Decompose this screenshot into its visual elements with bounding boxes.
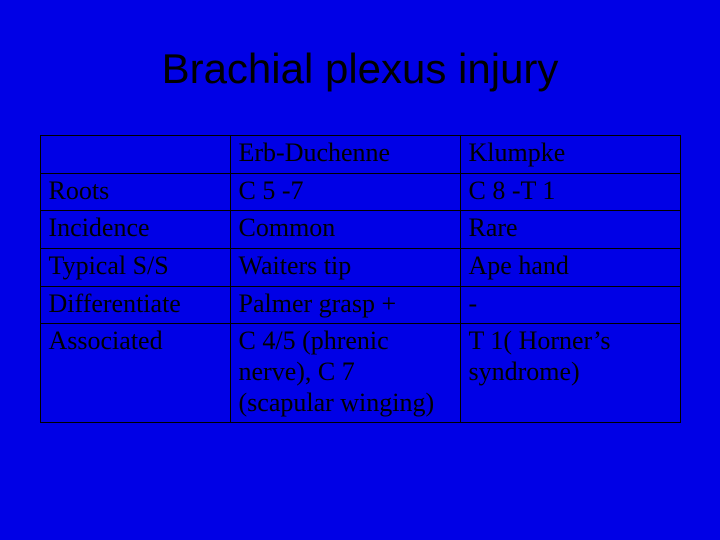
cell-r4c2: -: [460, 286, 680, 324]
cell-r3c0: Typical S/S: [40, 249, 230, 287]
slide: Brachial plexus injury Erb-Duchenne Klum…: [0, 0, 720, 540]
cell-r0c0: [40, 136, 230, 174]
cell-r2c1: Common: [230, 211, 460, 249]
table-row: Differentiate Palmer grasp + -: [40, 286, 680, 324]
cell-r1c1: C 5 -7: [230, 173, 460, 211]
comparison-table: Erb-Duchenne Klumpke Roots C 5 -7 C 8 -T…: [40, 135, 681, 423]
table-row: Roots C 5 -7 C 8 -T 1: [40, 173, 680, 211]
cell-r4c0: Differentiate: [40, 286, 230, 324]
cell-r5c0: Associated: [40, 324, 230, 423]
cell-r5c2: T 1( Horner’s syndrome): [460, 324, 680, 423]
table-row: Erb-Duchenne Klumpke: [40, 136, 680, 174]
cell-r3c1: Waiters tip: [230, 249, 460, 287]
table-row: Associated C 4/5 (phrenic nerve), C 7 (s…: [40, 324, 680, 423]
cell-r4c1: Palmer grasp +: [230, 286, 460, 324]
cell-r0c1: Erb-Duchenne: [230, 136, 460, 174]
table-row: Incidence Common Rare: [40, 211, 680, 249]
cell-r2c0: Incidence: [40, 211, 230, 249]
slide-title: Brachial plexus injury: [30, 45, 690, 93]
cell-r5c1: C 4/5 (phrenic nerve), C 7 (scapular win…: [230, 324, 460, 423]
cell-r1c2: C 8 -T 1: [460, 173, 680, 211]
cell-r2c2: Rare: [460, 211, 680, 249]
cell-r0c2: Klumpke: [460, 136, 680, 174]
table-row: Typical S/S Waiters tip Ape hand: [40, 249, 680, 287]
cell-r1c0: Roots: [40, 173, 230, 211]
cell-r3c2: Ape hand: [460, 249, 680, 287]
